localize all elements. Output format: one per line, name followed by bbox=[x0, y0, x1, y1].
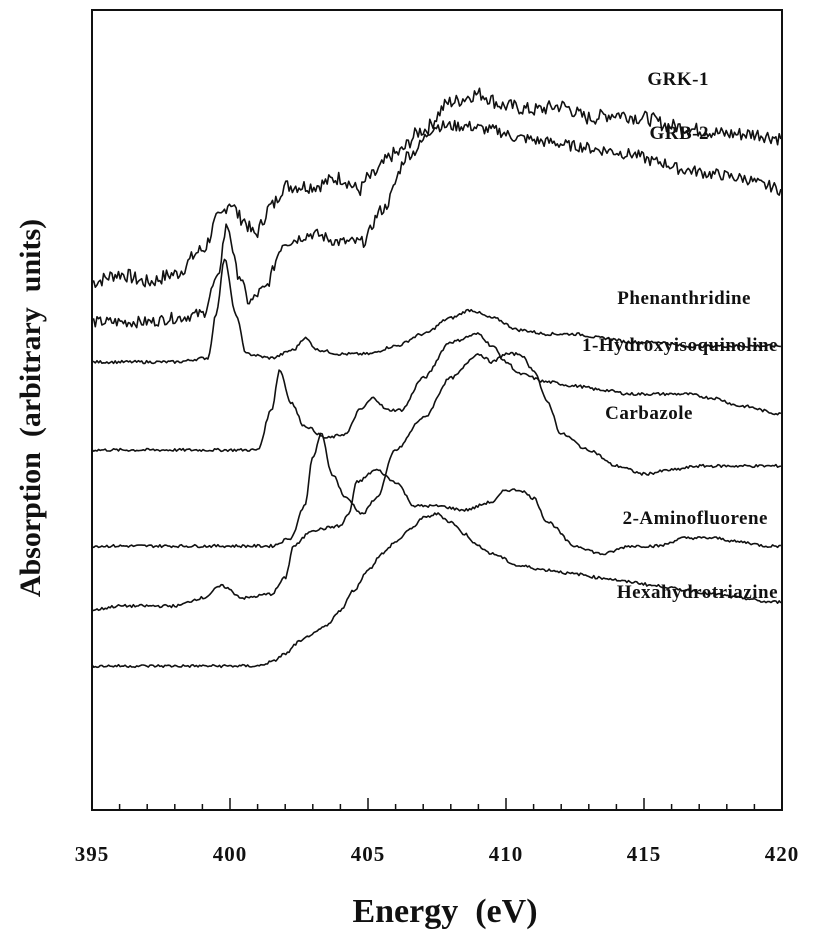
x-axis-ticks bbox=[91, 798, 783, 810]
x-axis-tick-labels: 395 400 405 410 415 420 bbox=[75, 842, 800, 866]
series-line-grb-2 bbox=[91, 119, 782, 329]
series-label: GRK-1 bbox=[647, 69, 709, 90]
x-tick-label: 395 bbox=[75, 842, 110, 866]
x-axis-title: Energy (eV) bbox=[352, 893, 537, 930]
series-label: 1-Hydroxyisoquinoline bbox=[582, 335, 778, 356]
x-tick-label: 400 bbox=[213, 842, 248, 866]
series-line-grk-1 bbox=[91, 87, 782, 288]
series-label: Carbazole bbox=[605, 403, 693, 424]
spectra-curves bbox=[91, 87, 782, 669]
series-line-1-hydroxyisoquinoline bbox=[91, 332, 782, 453]
series-line-phenanthridine bbox=[91, 258, 781, 365]
x-tick-label: 410 bbox=[489, 842, 524, 866]
y-axis-title: Absorption (arbitrary units) bbox=[14, 219, 47, 597]
series-label: GRB-2 bbox=[650, 123, 710, 144]
plot-area-frame bbox=[91, 9, 783, 811]
series-label: 2-Aminofluorene bbox=[623, 508, 768, 529]
x-tick-label: 420 bbox=[765, 842, 800, 866]
series-label: Hexahydrotriazine bbox=[617, 582, 778, 603]
series-line-hexahydrotriazine bbox=[91, 512, 782, 669]
x-tick-label: 405 bbox=[351, 842, 386, 866]
series-labels: GRK-1 GRB-2 Phenanthridine 1-Hydroxyisoquin… bbox=[582, 69, 778, 603]
series-line-carbazole bbox=[91, 351, 782, 549]
x-tick-label: 415 bbox=[627, 842, 662, 866]
series-label: Phenanthridine bbox=[617, 288, 751, 309]
series-line-2-aminofluorene bbox=[91, 468, 781, 612]
